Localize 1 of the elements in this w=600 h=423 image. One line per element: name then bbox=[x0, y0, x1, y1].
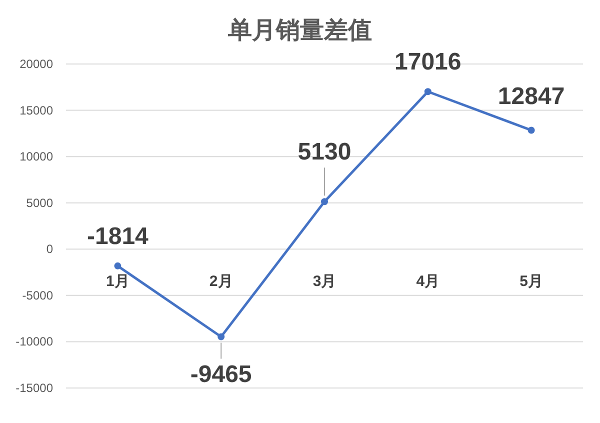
title: 单月销量差值 bbox=[228, 17, 372, 44]
